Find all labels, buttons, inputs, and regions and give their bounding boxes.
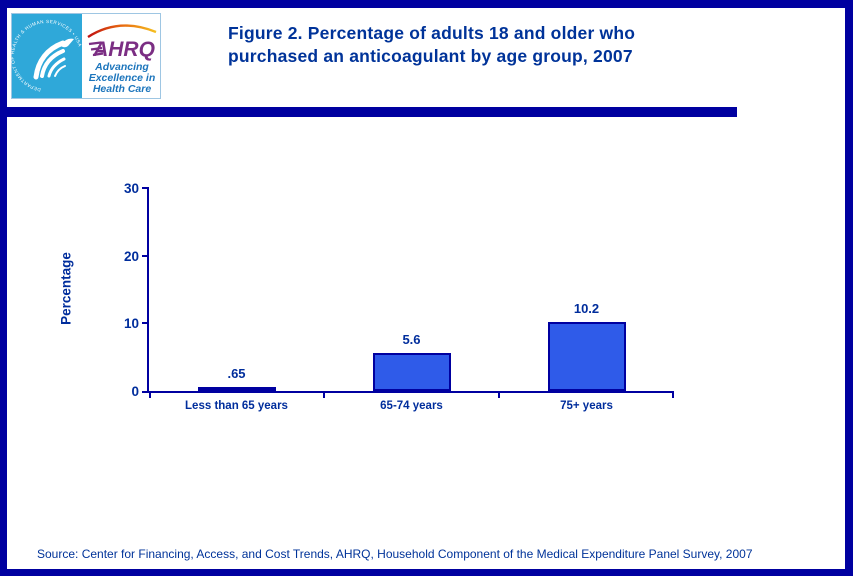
figure-title-line1: Figure 2. Percentage of adults 18 and ol… — [228, 23, 636, 43]
y-tick-mark — [142, 254, 149, 257]
ahrq-tagline-line3: Health Care — [93, 83, 152, 95]
y-tick-label: 0 — [131, 384, 139, 399]
hhs-eagle-icon — [33, 40, 66, 80]
x-tick-mark — [323, 393, 325, 398]
hhs-ahrq-logo: DEPARTMENT OF HEALTH & HUMAN SERVICES • … — [10, 13, 161, 99]
ahrq-tagline-line2: Excellence in — [89, 72, 156, 84]
bar-value-label: 5.6 — [402, 332, 421, 347]
hhs-ahrq-logo-graphic: DEPARTMENT OF HEALTH & HUMAN SERVICES • … — [10, 13, 161, 99]
plot-area: Percentage .65 Less than 65 years 5.6 65-74… — [59, 181, 674, 412]
bar-value-label: .65 — [227, 366, 246, 381]
ahrq-wordmark: AHRQ — [92, 38, 155, 61]
figure-title-line2: purchased an anticoagulant by age group,… — [228, 46, 633, 66]
y-tick-label: 20 — [123, 248, 139, 264]
source-note: Source: Center for Financing, Access, an… — [37, 547, 753, 561]
y-axis-title: Percentage — [58, 252, 74, 325]
bar-2 — [547, 322, 626, 391]
category-label: 75+ years — [560, 400, 613, 412]
ahrq-tagline-line1: Advancing — [94, 61, 149, 73]
ahrq-speed-lines — [88, 41, 104, 57]
y-tick-label: 30 — [123, 181, 139, 196]
bar-1 — [372, 353, 451, 391]
y-tick-label: 10 — [123, 316, 139, 332]
header-divider-bar — [7, 107, 737, 117]
y-tick-mark — [142, 322, 149, 325]
y-tick-mark — [142, 187, 149, 189]
y-tick-mark — [142, 391, 149, 393]
category-label: Less than 65 years — [185, 400, 288, 412]
bar-0 — [197, 387, 276, 391]
ahrq-arc — [87, 24, 157, 39]
x-tick-mark — [149, 393, 151, 398]
x-tick-mark — [672, 393, 674, 398]
bar-value-label: 10.2 — [573, 301, 600, 316]
hhs-eagle-head — [60, 38, 74, 48]
figure-title: Figure 2. Percentage of adults 18 and ol… — [228, 22, 728, 68]
category-label: 65-74 years — [380, 400, 443, 412]
x-tick-mark — [498, 393, 500, 398]
